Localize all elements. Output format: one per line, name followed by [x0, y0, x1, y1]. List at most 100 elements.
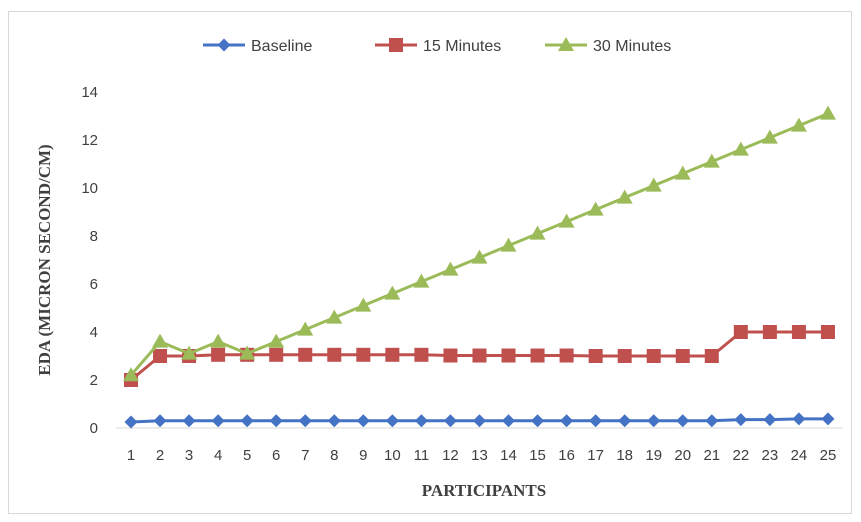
diamond-marker: [705, 414, 718, 427]
x-tick-label: 17: [587, 447, 604, 464]
x-tick-label: 18: [616, 447, 633, 464]
x-tick-label: 12: [442, 447, 459, 464]
x-tick-label: 11: [414, 447, 430, 464]
legend-label: 15 Minutes: [423, 38, 501, 55]
diamond-marker: [589, 414, 602, 427]
triangle-marker: [820, 106, 836, 120]
diamond-marker: [125, 416, 138, 429]
square-marker: [356, 348, 370, 362]
diamond-marker: [241, 414, 254, 427]
diamond-marker: [734, 413, 747, 426]
x-axis-title: PARTICIPANTS: [422, 481, 546, 500]
x-tick-label: 16: [558, 447, 575, 464]
x-tick-label: 20: [674, 447, 691, 464]
diamond-marker: [763, 413, 776, 426]
triangle-marker: [210, 334, 226, 348]
square-marker: [647, 349, 661, 363]
x-tick-label: 3: [185, 447, 193, 464]
x-tick-label: 23: [762, 447, 779, 464]
diamond-marker: [218, 39, 231, 52]
square-marker: [676, 349, 690, 363]
x-tick-label: 25: [820, 447, 837, 464]
x-tick-label: 5: [243, 447, 251, 464]
square-marker: [153, 349, 167, 363]
x-tick-label: 6: [272, 447, 280, 464]
x-axis-ticks: 1 2 3 4 5 6 7 8 9 10 11 12 13 14 15 16 17 18 19 20 21 22 23 24 2…: [127, 447, 836, 464]
x-tick-label: 4: [214, 447, 222, 464]
y-tick-label: 10: [81, 180, 98, 197]
diamond-marker: [473, 414, 486, 427]
series-15-minutes: [124, 325, 835, 387]
y-tick-label: 0: [90, 420, 98, 437]
x-tick-label: 14: [500, 447, 517, 464]
y-tick-label: 4: [90, 324, 98, 341]
diamond-marker: [270, 414, 283, 427]
square-marker: [734, 325, 748, 339]
x-tick-label: 21: [703, 447, 720, 464]
triangle-marker: [152, 334, 168, 348]
y-tick-label: 8: [90, 228, 98, 245]
x-tick-label: 22: [732, 447, 749, 464]
diamond-marker: [531, 414, 544, 427]
diamond-marker: [212, 414, 225, 427]
y-tick-label: 12: [81, 132, 98, 149]
x-tick-label: 1: [127, 447, 135, 464]
diamond-marker: [618, 414, 631, 427]
x-tick-label: 7: [301, 447, 309, 464]
diamond-marker: [299, 414, 312, 427]
square-marker: [443, 349, 457, 363]
square-marker: [705, 349, 719, 363]
x-tick-label: 10: [384, 447, 401, 464]
square-marker: [763, 325, 777, 339]
legend-item: Baseline: [203, 38, 312, 55]
diamond-marker: [415, 414, 428, 427]
diamond-marker: [502, 414, 515, 427]
square-marker: [385, 348, 399, 362]
diamond-marker: [560, 414, 573, 427]
legend-label: Baseline: [251, 38, 312, 55]
square-marker: [589, 349, 603, 363]
square-marker: [502, 349, 516, 363]
square-marker: [298, 348, 312, 362]
square-marker: [211, 348, 225, 362]
y-tick-label: 14: [81, 84, 98, 101]
y-axis-ticks: 0 2 4 6 8 10 12 14: [81, 84, 98, 437]
x-tick-label: 8: [330, 447, 338, 464]
x-tick-label: 15: [529, 447, 546, 464]
square-marker: [414, 348, 428, 362]
y-axis-title: EDA (MICRON SECOND/CM): [35, 144, 54, 375]
square-marker: [531, 349, 545, 363]
square-marker: [618, 349, 632, 363]
diamond-marker: [444, 414, 457, 427]
series-line: [131, 114, 828, 376]
legend-item: 30 Minutes: [545, 37, 671, 55]
diamond-marker: [183, 414, 196, 427]
square-marker: [269, 348, 283, 362]
diamond-marker: [386, 414, 399, 427]
square-marker: [821, 325, 835, 339]
square-marker: [389, 38, 403, 52]
x-tick-label: 19: [645, 447, 662, 464]
x-tick-label: 13: [471, 447, 488, 464]
square-marker: [327, 348, 341, 362]
diamond-marker: [647, 414, 660, 427]
square-marker: [792, 325, 806, 339]
series-baseline: [125, 412, 835, 428]
legend-label: 30 Minutes: [593, 38, 671, 55]
diamond-marker: [792, 412, 805, 425]
y-tick-label: 2: [90, 372, 98, 389]
square-marker: [472, 349, 486, 363]
x-tick-label: 24: [791, 447, 808, 464]
legend-item: 15 Minutes: [375, 38, 501, 55]
x-tick-label: 2: [156, 447, 164, 464]
diamond-marker: [357, 414, 370, 427]
diamond-marker: [821, 412, 834, 425]
legend: Baseline 15 Minutes 30 Minutes: [203, 37, 671, 55]
diamond-marker: [328, 414, 341, 427]
diamond-marker: [154, 414, 167, 427]
series-group: [123, 106, 836, 429]
x-tick-label: 9: [359, 447, 367, 464]
y-tick-label: 6: [90, 276, 98, 293]
square-marker: [560, 349, 574, 363]
